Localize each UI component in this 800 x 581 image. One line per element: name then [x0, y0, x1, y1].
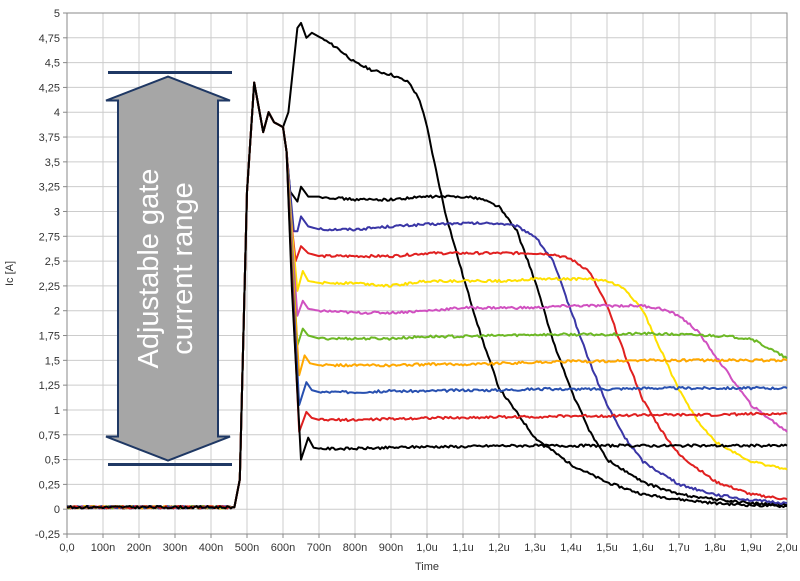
x-tick-label: 600n: [271, 542, 295, 554]
x-tick-label: 1,6u: [632, 542, 653, 554]
x-tick-label: 800n: [343, 542, 367, 554]
x-tick-label: 1,2u: [488, 542, 509, 554]
x-tick-label: 2,0u: [776, 542, 797, 554]
y-tick-label: -0,25: [35, 529, 60, 541]
series-group: [66, 21, 788, 510]
x-tick-label: 900n: [379, 542, 403, 554]
x-tick-label: 100n: [91, 542, 115, 554]
y-tick-label: 5: [54, 8, 60, 20]
plot-frame: [66, 12, 788, 535]
x-tick-label: 200n: [127, 542, 151, 554]
y-tick-label: 0,5: [45, 455, 60, 467]
y-tick-label: 0: [54, 504, 60, 516]
x-tick-label: 1,0u: [416, 542, 437, 554]
x-tick-label: 1,4u: [560, 542, 581, 554]
x-tick-label: 1,7u: [668, 542, 689, 554]
annotation-text-line-2: current range: [167, 182, 199, 355]
x-tick-label: 1,3u: [524, 542, 545, 554]
y-tick-label: 0,75: [39, 430, 60, 442]
x-tick-label: 1,8u: [704, 542, 725, 554]
y-tick-label: 4,5: [45, 58, 60, 70]
series-line-11: [67, 81, 788, 510]
x-tick-label: 0,0: [59, 542, 74, 554]
y-tick-label: 2,25: [39, 281, 60, 293]
y-tick-label: 4,75: [39, 33, 60, 45]
axes: 0,0 100n 200n 300n 400n 500n 600n 700n 800n 900n 1…: [35, 8, 798, 554]
x-tick-label: 500n: [235, 542, 259, 554]
y-tick-label: 2: [54, 306, 60, 318]
y-tick-label: 2,75: [39, 231, 60, 243]
x-tick-label: 1,5u: [596, 542, 617, 554]
x-axis-label: Time: [415, 561, 439, 573]
y-tick-label: 1,25: [39, 380, 60, 392]
y-tick-label: 4,25: [39, 82, 60, 94]
y-tick-label: 1,5: [45, 355, 60, 367]
x-tick-label: 300n: [163, 542, 187, 554]
double-arrow-icon: [105, 75, 231, 462]
y-tick-label: 3,5: [45, 157, 60, 169]
x-tick-label: 400n: [199, 542, 223, 554]
y-tick-label: 3: [54, 206, 60, 218]
annotation: Adjustable gate current range: [105, 71, 232, 467]
y-tick-label: 3,75: [39, 132, 60, 144]
y-tick-label: 4: [54, 107, 60, 119]
y-tick-label: 3,25: [39, 182, 60, 194]
y-tick-label: 1: [54, 405, 60, 417]
x-tick-label: 1,9u: [740, 542, 761, 554]
x-tick-label: 700n: [307, 542, 331, 554]
y-axis-label: Ic [A]: [4, 261, 16, 286]
y-tick-label: 0,25: [39, 479, 60, 491]
annotation-text-line-1: Adjustable gate: [133, 169, 165, 369]
y-tick-label: 2,5: [45, 256, 60, 268]
x-tick-label: 1,1u: [452, 542, 473, 554]
y-tick-label: 1,75: [39, 331, 60, 343]
